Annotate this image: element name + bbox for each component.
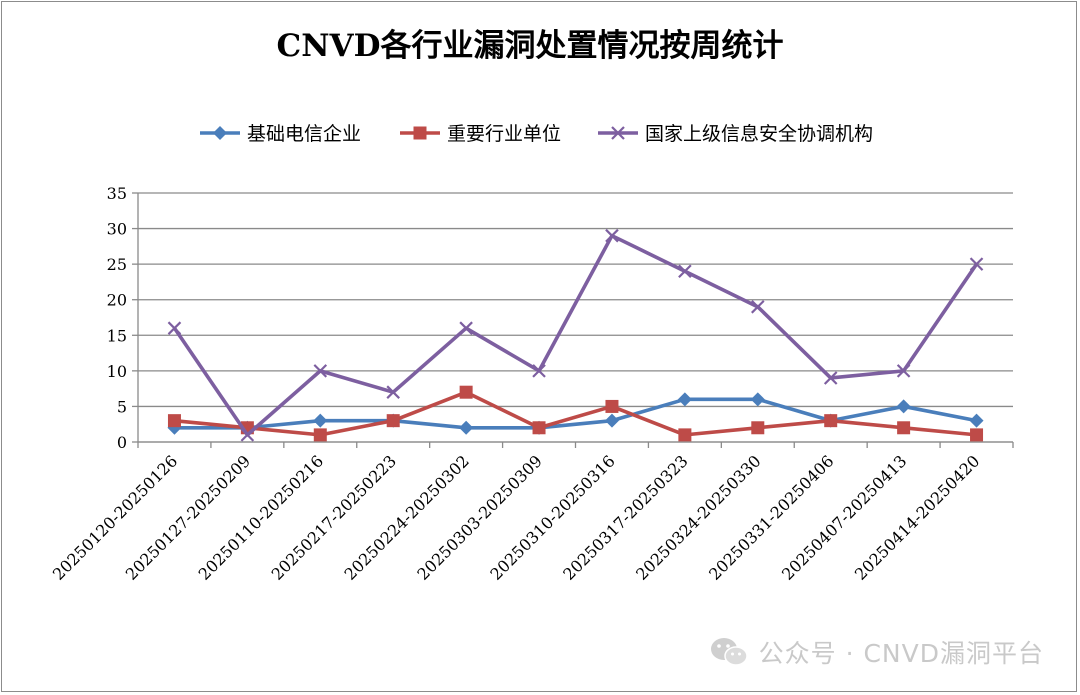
series-line <box>172 233 979 437</box>
data-point-marker <box>605 228 619 243</box>
x-tick-label: 20250310-20250316 <box>486 451 618 583</box>
data-point-marker <box>823 371 838 385</box>
chart-title: CNVD各行业漏洞处置情况按周统计 <box>277 28 784 64</box>
x-tick-label: 20250414-20250420 <box>851 451 983 583</box>
y-tick-label: 25 <box>107 255 127 274</box>
x-tick-label: 20250407-20250413 <box>778 451 910 583</box>
series-2 <box>167 385 984 442</box>
data-point-marker <box>677 392 692 407</box>
legend-label: 国家上级信息安全协调机构 <box>645 123 873 145</box>
data-point-marker <box>605 399 619 413</box>
y-tick-label: 20 <box>107 291 127 310</box>
data-point-marker <box>313 428 327 442</box>
data-point-marker <box>824 414 838 428</box>
x-tick-label: 20250324-20250330 <box>632 451 764 583</box>
x-tick-label: 20250217-20250223 <box>268 451 400 583</box>
x-tick-label: 20250303-20250309 <box>413 451 545 583</box>
data-point-marker <box>897 421 911 435</box>
data-point-marker <box>167 321 182 335</box>
y-tick-label: 15 <box>107 326 127 345</box>
chart-grid <box>138 192 1013 443</box>
series-3 <box>167 228 984 442</box>
wechat-icon <box>709 636 749 668</box>
y-tick-label: 30 <box>107 220 127 239</box>
x-tick-label: 20250110-20250216 <box>195 451 327 583</box>
data-point-marker <box>459 420 474 435</box>
x-tick-label: 20250317-20250323 <box>559 451 691 583</box>
data-point-marker <box>969 257 984 271</box>
data-point-marker <box>386 385 400 399</box>
legend-item: 国家上级信息安全协调机构 <box>598 123 873 145</box>
data-point-marker <box>459 321 473 335</box>
y-tick-label: 10 <box>107 362 127 381</box>
data-point-marker <box>750 392 765 407</box>
data-point-marker <box>240 428 255 442</box>
data-point-marker <box>213 126 227 140</box>
data-point-marker <box>313 413 328 428</box>
data-point-marker <box>611 126 625 140</box>
y-tick-label: 0 <box>117 433 127 452</box>
series-line <box>174 390 977 437</box>
watermark-text: 公众号 · CNVD漏洞平台 <box>758 639 1044 668</box>
x-tick-label: 20250331-20250406 <box>705 451 837 583</box>
legend-item: 重要行业单位 <box>400 123 561 145</box>
data-point-marker <box>896 399 911 414</box>
data-point-marker <box>751 421 765 435</box>
data-point-marker <box>896 364 911 378</box>
y-tick-label: 5 <box>117 397 127 416</box>
data-point-marker <box>678 428 692 442</box>
y-axis: 0 5 10 15 20 25 30 35 <box>107 184 139 452</box>
watermark: 公众号 · CNVD漏洞平台 <box>709 632 1044 672</box>
x-tick-label: 20250224-20250302 <box>341 451 473 583</box>
x-tick-label: 20250127-20250209 <box>122 451 254 583</box>
data-point-marker <box>386 414 400 428</box>
y-tick-label: 35 <box>107 184 127 203</box>
chart-series <box>167 228 984 442</box>
legend-label: 重要行业单位 <box>447 123 561 145</box>
x-axis: 20250120-2025012620250127-20250209202501… <box>49 441 1014 584</box>
data-point-marker <box>459 385 473 399</box>
data-point-marker <box>413 126 427 140</box>
series-line <box>174 397 977 430</box>
data-point-marker <box>532 364 546 378</box>
chart-legend: 基础电信企业 重要行业单位 国家上级信息安全协调机构 <box>200 123 873 145</box>
data-point-marker <box>678 264 692 279</box>
x-tick-label: 20250120-20250126 <box>49 451 181 583</box>
data-point-marker <box>313 364 328 378</box>
data-point-marker <box>969 413 984 428</box>
legend-label: 基础电信企业 <box>247 123 361 145</box>
data-point-marker <box>970 428 984 442</box>
legend-item: 基础电信企业 <box>200 123 361 145</box>
data-point-marker <box>751 300 765 314</box>
data-point-marker <box>532 421 546 435</box>
data-point-marker <box>167 414 181 428</box>
data-point-marker <box>604 413 619 428</box>
